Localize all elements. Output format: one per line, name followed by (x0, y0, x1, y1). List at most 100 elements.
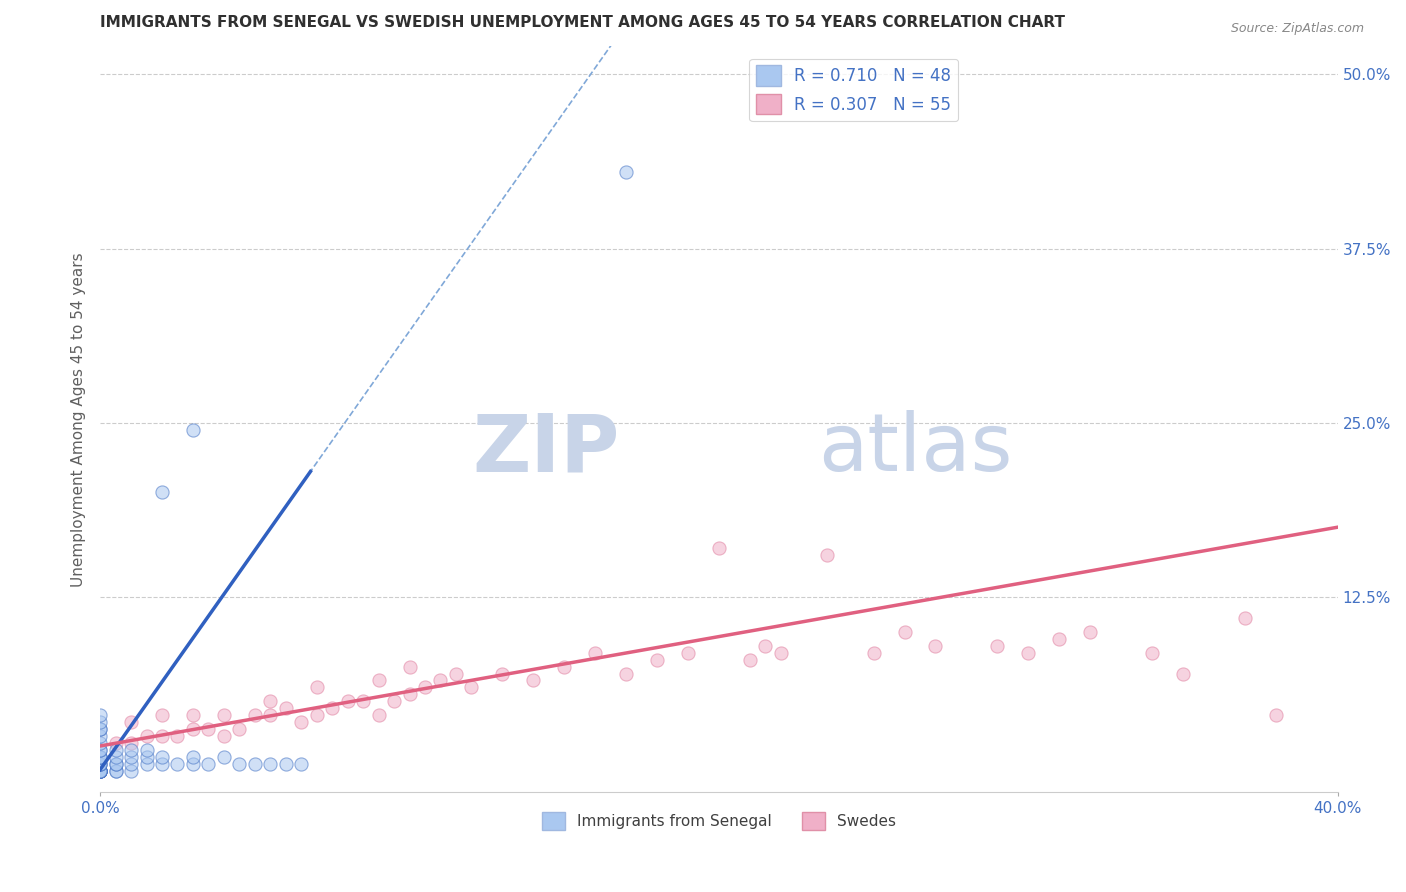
Point (181, 750, 204, 764)
Point (89, 764, 111, 778)
Point (707, 541, 730, 555)
Point (259, 757, 281, 772)
Point (305, 708, 328, 723)
Point (104, 757, 127, 772)
Point (120, 764, 142, 778)
Point (986, 639, 1008, 653)
Point (135, 757, 157, 772)
Point (135, 743, 157, 757)
Point (150, 708, 173, 723)
Point (553, 659, 575, 673)
Point (89, 757, 111, 772)
Point (1047, 632, 1070, 646)
Point (645, 652, 668, 666)
Point (321, 701, 343, 715)
Point (89, 764, 111, 778)
Point (290, 757, 312, 772)
Point (212, 750, 235, 764)
Point (89, 764, 111, 778)
Point (367, 708, 389, 723)
Point (89, 750, 111, 764)
Point (150, 729, 173, 743)
Point (228, 757, 250, 772)
Point (614, 165, 637, 179)
Point (676, 646, 699, 660)
Point (754, 639, 776, 653)
Point (243, 708, 266, 723)
Point (104, 764, 127, 778)
Point (166, 729, 188, 743)
Legend: Immigrants from Senegal, Swedes: Immigrants from Senegal, Swedes (536, 805, 903, 837)
Text: Source: ZipAtlas.com: Source: ZipAtlas.com (1230, 22, 1364, 36)
Point (367, 673, 389, 688)
Point (305, 681, 328, 695)
Point (1264, 708, 1286, 723)
Point (150, 757, 173, 772)
Point (150, 485, 173, 500)
Point (1233, 611, 1256, 625)
Point (212, 708, 235, 723)
Point (444, 666, 467, 681)
Point (135, 750, 157, 764)
Point (89, 764, 111, 778)
Point (120, 715, 142, 730)
Text: IMMIGRANTS FROM SENEGAL VS SWEDISH UNEMPLOYMENT AMONG AGES 45 TO 54 YEARS CORREL: IMMIGRANTS FROM SENEGAL VS SWEDISH UNEMP… (100, 15, 1066, 30)
Point (89, 764, 111, 778)
Point (89, 764, 111, 778)
Point (104, 757, 127, 772)
Point (197, 757, 219, 772)
Point (181, 757, 204, 772)
Point (815, 548, 838, 562)
Y-axis label: Unemployment Among Ages 45 to 54 years: Unemployment Among Ages 45 to 54 years (72, 252, 86, 587)
Point (583, 646, 606, 660)
Point (166, 757, 188, 772)
Point (228, 723, 250, 737)
Point (89, 764, 111, 778)
Point (89, 729, 111, 743)
Point (382, 694, 405, 708)
Point (120, 757, 142, 772)
Point (89, 750, 111, 764)
Point (104, 750, 127, 764)
Point (89, 723, 111, 737)
Point (398, 659, 420, 673)
Point (336, 694, 359, 708)
Point (522, 673, 544, 688)
Point (413, 681, 436, 695)
Point (1140, 646, 1163, 660)
Point (491, 666, 513, 681)
Point (893, 624, 915, 639)
Point (259, 694, 281, 708)
Point (1078, 624, 1101, 639)
Point (290, 715, 312, 730)
Point (104, 736, 127, 750)
Point (89, 743, 111, 757)
Text: ZIP: ZIP (472, 410, 620, 488)
Point (89, 757, 111, 772)
Point (274, 757, 297, 772)
Point (181, 723, 204, 737)
Point (398, 687, 420, 701)
Point (738, 652, 761, 666)
Point (89, 736, 111, 750)
Point (104, 743, 127, 757)
Point (274, 701, 297, 715)
Point (862, 646, 884, 660)
Point (352, 694, 374, 708)
Point (89, 757, 111, 772)
Point (769, 646, 792, 660)
Point (89, 708, 111, 723)
Point (460, 681, 482, 695)
Point (429, 673, 451, 688)
Point (924, 639, 946, 653)
Point (89, 764, 111, 778)
Point (89, 723, 111, 737)
Point (614, 666, 637, 681)
Point (1017, 646, 1039, 660)
Point (89, 743, 111, 757)
Point (181, 423, 204, 437)
Text: atlas: atlas (818, 410, 1012, 488)
Point (259, 708, 281, 723)
Point (1171, 666, 1194, 681)
Point (135, 729, 157, 743)
